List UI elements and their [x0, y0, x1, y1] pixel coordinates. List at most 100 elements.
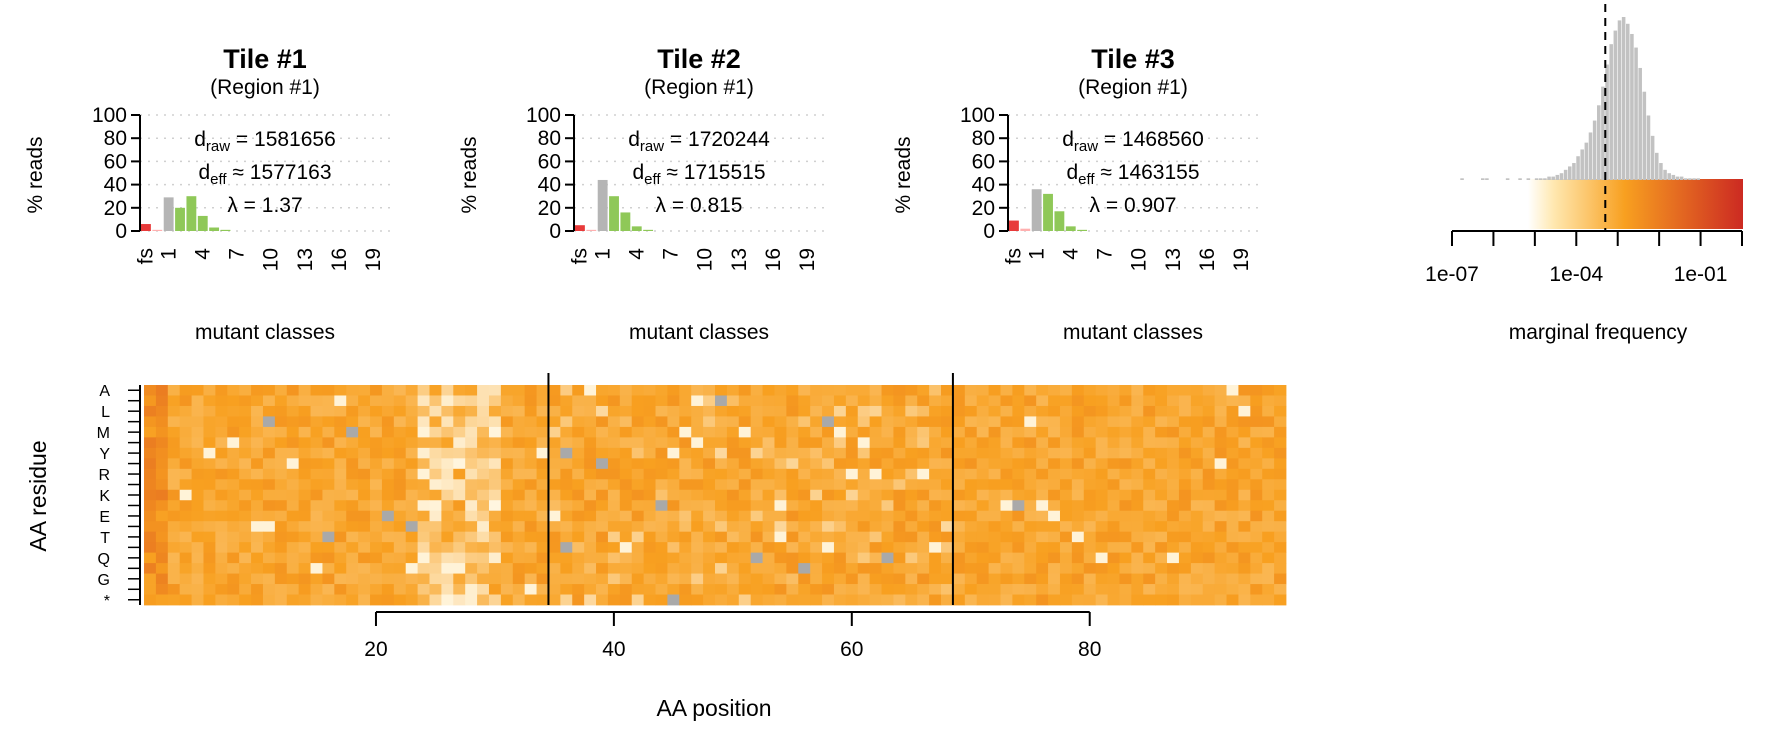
heatmap-cell — [810, 426, 823, 438]
heatmap-cell — [1202, 573, 1216, 585]
heatmap-cell — [988, 510, 1001, 522]
heatmap-cell — [1143, 521, 1156, 533]
bar-class-4 — [620, 212, 631, 231]
heatmap-cell — [798, 489, 811, 501]
heatmap-cell — [251, 405, 264, 417]
heatmap-cell — [905, 573, 918, 585]
heatmap-cell — [726, 426, 740, 438]
heatmap-cell — [477, 552, 490, 564]
heatmap-cell — [572, 573, 585, 585]
heatmap-cell — [334, 594, 347, 606]
heatmap-cell — [822, 500, 835, 512]
heatmap-cell — [631, 594, 645, 606]
heatmap-cell — [976, 458, 990, 470]
heatmap-cell — [393, 584, 407, 595]
heatmap-cell — [215, 385, 228, 396]
heatmap-cell — [762, 395, 775, 407]
y-tick-label: 40 — [972, 174, 995, 197]
heatmap-cell — [1059, 584, 1073, 595]
heatmap-cell — [310, 426, 323, 438]
heatmap-cell — [524, 521, 537, 533]
heatmap-cell — [881, 426, 894, 438]
heatmap-cell — [1250, 437, 1263, 449]
histogram-bar — [1609, 44, 1613, 180]
heatmap-cell — [191, 563, 204, 574]
heatmap-cell — [762, 563, 775, 574]
heatmap-cell — [1226, 426, 1239, 438]
heatmap-cell — [643, 405, 656, 417]
bar-class-6 — [1077, 229, 1088, 231]
tile-3-lambda: λ = 0.907 — [1090, 194, 1177, 217]
heatmap-cell — [358, 521, 371, 533]
histogram-bar — [1655, 152, 1659, 180]
heatmap-cell — [488, 542, 502, 554]
heatmap-cell — [964, 416, 978, 428]
heatmap-cell — [536, 426, 549, 438]
heatmap-cell — [703, 426, 716, 438]
heatmap-cell — [512, 479, 526, 491]
heatmap-cell — [786, 437, 799, 449]
heatmap-cell — [322, 573, 335, 585]
heatmap-cell — [1167, 573, 1180, 585]
heatmap-cell — [584, 584, 597, 595]
heatmap-cell — [1095, 500, 1108, 512]
heatmap-cell — [643, 458, 656, 470]
heatmap-cell — [286, 385, 300, 396]
heatmap-cell — [762, 584, 775, 595]
heatmap-cell — [298, 479, 311, 491]
heatmap-cell — [144, 385, 157, 396]
heatmap-cell — [893, 426, 906, 438]
heatmap-cell — [584, 521, 597, 533]
heatmap-cell — [1107, 489, 1120, 501]
heatmap-cell — [167, 542, 181, 554]
heatmap-cell — [607, 395, 621, 407]
heatmap-cell — [310, 573, 323, 585]
heatmap-cell — [274, 500, 288, 512]
heatmap-cell — [810, 542, 823, 554]
heatmap-cell — [1274, 584, 1287, 595]
heatmap-cell — [1083, 405, 1097, 417]
heatmap-cell — [869, 426, 882, 438]
heatmap-cell — [488, 395, 502, 407]
heatmap-cell — [334, 458, 347, 470]
x-tick-label: fs — [569, 248, 592, 264]
heatmap-cell — [798, 563, 811, 574]
heatmap-cell — [1238, 584, 1251, 595]
heatmap-cell — [631, 510, 645, 522]
heatmap-cell — [1274, 479, 1287, 491]
heatmap-cell — [1083, 479, 1097, 491]
heatmap-cell — [1143, 437, 1156, 449]
heatmap-cell — [322, 521, 335, 533]
heatmap-cell — [334, 437, 347, 449]
heatmap-row-label: R — [98, 467, 110, 484]
heatmap-cell — [155, 489, 169, 501]
heatmap-cell — [560, 500, 573, 512]
heatmap-cell — [334, 500, 347, 512]
heatmap-cell — [417, 584, 430, 595]
heatmap-cell — [358, 489, 371, 501]
heatmap-cell — [1048, 426, 1061, 438]
heatmap-cell — [179, 573, 192, 585]
heatmap-cell — [976, 395, 990, 407]
heatmap-cell — [500, 542, 514, 554]
heatmap-cell — [465, 510, 478, 522]
heatmap-cell — [239, 416, 252, 428]
heatmap-cell — [1071, 447, 1085, 459]
heatmap-cell — [203, 584, 216, 595]
heatmap-cell — [1178, 468, 1192, 480]
heatmap-row-label: M — [97, 425, 110, 442]
heatmap-cell — [715, 447, 728, 459]
heatmap-cell — [358, 479, 371, 491]
heatmap-cell — [262, 405, 276, 417]
heatmap-cell — [929, 510, 942, 522]
heatmap-cell — [715, 437, 728, 449]
heatmap-cell — [310, 405, 323, 417]
heatmap-cell — [405, 584, 419, 595]
heatmap-cell — [453, 594, 466, 606]
heatmap-cell — [1107, 552, 1120, 564]
heatmap-cell — [1131, 552, 1144, 564]
heatmap-cell — [952, 500, 966, 512]
heatmap-cell — [1202, 542, 1216, 554]
heatmap-cell — [560, 510, 573, 522]
heatmap-cell — [155, 447, 169, 459]
